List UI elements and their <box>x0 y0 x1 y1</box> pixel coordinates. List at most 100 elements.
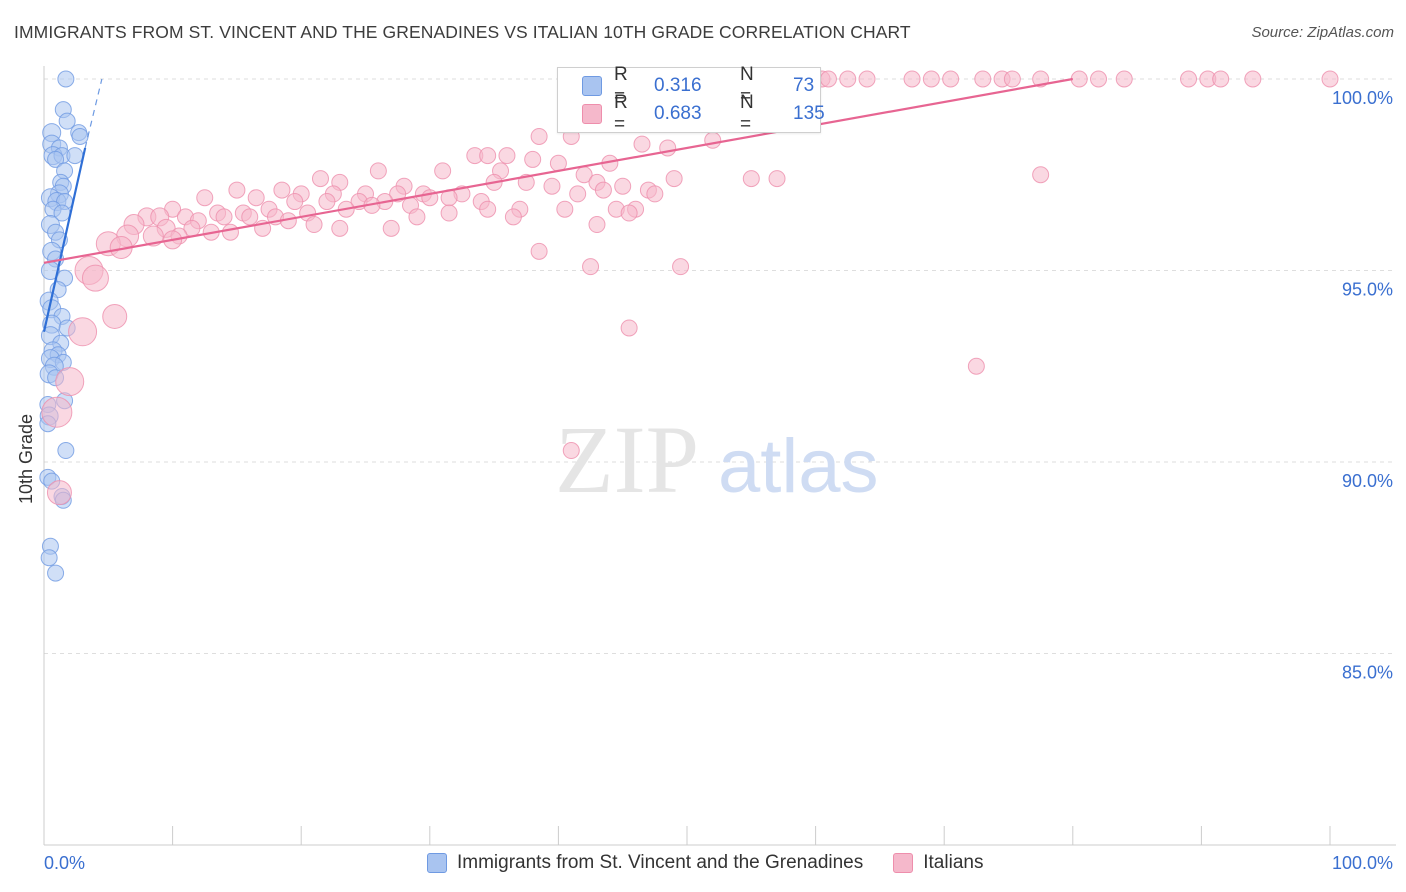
point-series2-34 <box>659 139 677 157</box>
point-series2-38 <box>524 150 542 168</box>
point-series2-58 <box>228 181 246 199</box>
point-series1-0 <box>57 70 75 88</box>
point-series2-24 <box>1212 70 1230 88</box>
point-series2-47 <box>768 170 786 188</box>
point-series2-95 <box>215 208 233 226</box>
trendline-series2 <box>43 77 1073 264</box>
point-series2-102 <box>620 204 638 222</box>
point-series1-47 <box>57 442 75 460</box>
point-series2-20 <box>1090 70 1108 88</box>
stats-r-value-series1: 0.316 <box>654 75 702 96</box>
point-series1-5 <box>71 127 89 145</box>
watermark-atlas: atlas <box>718 424 879 509</box>
y-tick-label-3: 85.0% <box>1342 663 1393 683</box>
point-series2-100 <box>440 204 458 222</box>
stats-n-label: N = <box>740 92 754 135</box>
point-series2-49 <box>311 170 329 188</box>
stats-swatch-series1 <box>582 76 602 96</box>
point-series2-54 <box>543 177 561 195</box>
point-series2-45 <box>665 170 683 188</box>
point-series2-119 <box>530 242 548 260</box>
point-series2-111 <box>382 219 400 237</box>
point-series2-32 <box>704 131 722 149</box>
point-series2-67 <box>594 181 612 199</box>
point-series2-59 <box>273 181 291 199</box>
point-series2-14 <box>942 70 960 88</box>
point-series1-53 <box>40 549 58 567</box>
point-series2-70 <box>247 189 265 207</box>
point-series2-30 <box>530 127 548 145</box>
point-series2-9 <box>819 70 837 88</box>
point-series2-25 <box>1244 70 1262 88</box>
point-series2-36 <box>479 147 497 165</box>
x-tick-label-1: 100.0% <box>1332 853 1393 873</box>
point-series2-41 <box>369 162 387 180</box>
chart-title: IMMIGRANTS FROM ST. VINCENT AND THE GREN… <box>14 22 911 42</box>
point-series2-56 <box>614 177 632 195</box>
point-series2-99 <box>408 208 426 226</box>
point-series2-127 <box>55 367 85 397</box>
point-series1-2 <box>58 112 76 130</box>
stats-n-value-series2: 135 <box>793 103 825 124</box>
y-tick-label-2: 90.0% <box>1342 471 1393 491</box>
point-series2-11 <box>858 70 876 88</box>
chart-legend: Immigrants from St. Vincent and the Gren… <box>427 852 1013 874</box>
point-series2-107 <box>221 223 239 241</box>
y-tick-label-1: 95.0% <box>1342 280 1393 300</box>
legend-item-series1[interactable]: Immigrants from St. Vincent and the Gren… <box>427 852 863 874</box>
point-series2-130 <box>562 442 580 460</box>
point-series2-69 <box>196 189 214 207</box>
point-series2-10 <box>839 70 857 88</box>
point-series2-129 <box>967 357 985 375</box>
point-series2-71 <box>286 193 304 211</box>
stats-n-label: N = <box>740 64 754 107</box>
point-series2-125 <box>620 319 638 337</box>
stats-r-value-series2: 0.683 <box>654 103 702 124</box>
point-series2-120 <box>582 258 600 276</box>
point-series2-33 <box>633 135 651 153</box>
point-series2-101 <box>504 208 522 226</box>
point-series2-37 <box>498 147 516 165</box>
point-series2-121 <box>672 258 690 276</box>
point-series2-126 <box>68 317 98 347</box>
legend-label-series1: Immigrants from St. Vincent and the Gren… <box>457 852 864 873</box>
point-series2-19 <box>1070 70 1088 88</box>
point-series2-42 <box>434 162 452 180</box>
point-series2-96 <box>241 208 259 226</box>
point-series2-112 <box>588 216 606 234</box>
point-series2-72 <box>318 193 336 211</box>
point-series2-68 <box>646 185 664 203</box>
point-series1-11 <box>47 150 65 168</box>
point-series2-131 <box>46 480 72 506</box>
point-series2-12 <box>903 70 921 88</box>
point-series2-123 <box>81 264 109 292</box>
point-series1-10 <box>66 147 84 165</box>
point-series2-26 <box>1321 70 1339 88</box>
point-series2-86 <box>479 200 497 218</box>
y-tick-label-0: 100.0% <box>1332 88 1393 108</box>
legend-swatch-series2 <box>893 853 914 873</box>
point-series2-21 <box>1115 70 1133 88</box>
point-series2-124 <box>102 303 128 329</box>
point-series2-109 <box>305 216 323 234</box>
point-series2-46 <box>742 170 760 188</box>
point-series2-128 <box>41 396 73 428</box>
stats-r-label: R = <box>614 64 628 107</box>
point-series2-15 <box>974 70 992 88</box>
y-axis-label: 10th Grade <box>16 414 36 504</box>
legend-item-series2[interactable]: Italians <box>893 852 983 874</box>
stats-n-value-series1: 73 <box>793 75 815 96</box>
point-series2-88 <box>556 200 574 218</box>
point-series2-48 <box>1032 166 1050 184</box>
watermark-zip: ZIP <box>555 406 699 513</box>
x-tick-label-0: 0.0% <box>44 853 85 873</box>
stats-box: R = 0.316 N = 73 R = 0.683 N = 135 <box>557 64 825 135</box>
legend-swatch-series1 <box>427 853 447 873</box>
stats-r-label: R = <box>614 92 628 135</box>
source-label: Source: ZipAtlas.com <box>1251 24 1394 41</box>
point-series2-66 <box>569 185 587 203</box>
point-series2-110 <box>331 219 349 237</box>
point-series2-114 <box>142 225 164 247</box>
trendline-series1 <box>42 147 87 333</box>
